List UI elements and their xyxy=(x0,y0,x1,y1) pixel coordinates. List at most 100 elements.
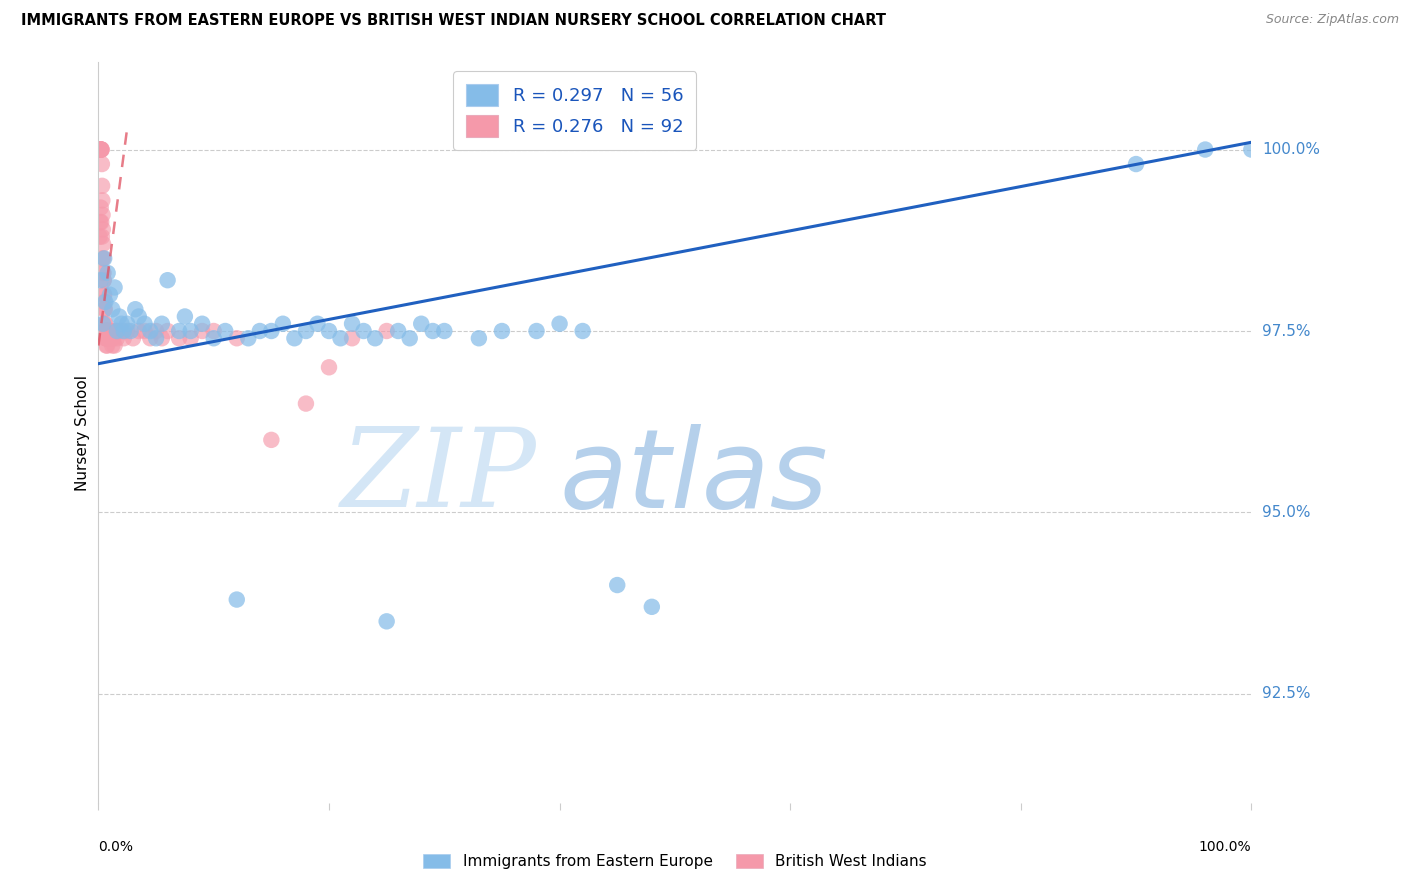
Point xyxy=(89,143,111,157)
Point xyxy=(411,317,433,331)
Point xyxy=(214,324,236,338)
Point xyxy=(353,324,375,338)
Point xyxy=(103,280,125,294)
Point xyxy=(108,310,131,324)
Point xyxy=(117,324,139,338)
Point xyxy=(94,324,117,338)
Point xyxy=(98,324,121,338)
Point xyxy=(97,331,120,345)
Point xyxy=(91,236,114,251)
Point xyxy=(295,396,318,410)
Point xyxy=(318,360,340,375)
Point xyxy=(96,324,118,338)
Point xyxy=(90,157,112,171)
Text: atlas: atlas xyxy=(560,424,828,531)
Point xyxy=(96,338,118,352)
Point xyxy=(90,143,112,157)
Point xyxy=(249,324,271,338)
Point xyxy=(375,615,398,629)
Point xyxy=(329,331,352,345)
Point xyxy=(180,331,202,345)
Point xyxy=(387,324,409,338)
Point xyxy=(91,252,114,266)
Point xyxy=(112,331,135,345)
Point xyxy=(98,331,121,345)
Point xyxy=(110,317,132,331)
Point xyxy=(93,295,115,310)
Point xyxy=(100,331,122,345)
Point xyxy=(91,208,114,222)
Point xyxy=(96,338,118,352)
Point xyxy=(97,324,120,338)
Point xyxy=(90,143,112,157)
Point xyxy=(94,295,117,310)
Point xyxy=(94,317,117,331)
Point xyxy=(94,331,117,345)
Point xyxy=(398,331,420,345)
Point xyxy=(104,324,127,338)
Point xyxy=(93,317,115,331)
Point xyxy=(91,266,114,280)
Point xyxy=(96,331,118,345)
Point xyxy=(156,273,179,287)
Point xyxy=(101,302,124,317)
Point xyxy=(225,331,247,345)
Point xyxy=(571,324,593,338)
Point xyxy=(105,331,128,345)
Point xyxy=(641,599,664,614)
Point xyxy=(283,331,305,345)
Text: Source: ZipAtlas.com: Source: ZipAtlas.com xyxy=(1265,13,1399,27)
Point xyxy=(87,143,110,157)
Point xyxy=(91,178,114,193)
Point xyxy=(145,331,167,345)
Point xyxy=(93,273,115,287)
Point xyxy=(89,229,111,244)
Point xyxy=(295,324,318,338)
Text: 0.0%: 0.0% xyxy=(98,840,134,854)
Point xyxy=(191,317,214,331)
Point xyxy=(94,324,117,338)
Point xyxy=(98,324,121,338)
Point xyxy=(139,324,162,338)
Point xyxy=(110,324,132,338)
Point xyxy=(96,324,118,338)
Point xyxy=(124,302,146,317)
Point xyxy=(167,324,190,338)
Point xyxy=(89,143,111,157)
Point xyxy=(202,331,225,345)
Point xyxy=(150,317,173,331)
Point xyxy=(90,143,112,157)
Point xyxy=(318,324,340,338)
Point xyxy=(97,266,120,280)
Point xyxy=(101,324,124,338)
Point xyxy=(91,194,114,208)
Text: 100.0%: 100.0% xyxy=(1199,840,1251,854)
Point xyxy=(91,252,114,266)
Point xyxy=(468,331,491,345)
Point xyxy=(1125,157,1147,171)
Point xyxy=(97,324,120,338)
Point xyxy=(90,215,112,229)
Point xyxy=(491,324,513,338)
Point xyxy=(87,143,110,157)
Point xyxy=(91,317,114,331)
Point xyxy=(307,317,329,331)
Point xyxy=(117,317,139,331)
Point xyxy=(96,331,118,345)
Point xyxy=(98,287,121,301)
Point xyxy=(90,229,112,244)
Point xyxy=(103,338,125,352)
Point xyxy=(128,324,150,338)
Point xyxy=(96,324,118,338)
Point xyxy=(120,324,142,338)
Point xyxy=(433,324,456,338)
Point xyxy=(1194,143,1216,157)
Point xyxy=(89,143,111,157)
Text: 100.0%: 100.0% xyxy=(1263,142,1320,157)
Point xyxy=(93,266,115,280)
Point xyxy=(89,143,111,157)
Point xyxy=(271,317,294,331)
Point xyxy=(94,324,117,338)
Point xyxy=(101,338,124,352)
Point xyxy=(340,317,363,331)
